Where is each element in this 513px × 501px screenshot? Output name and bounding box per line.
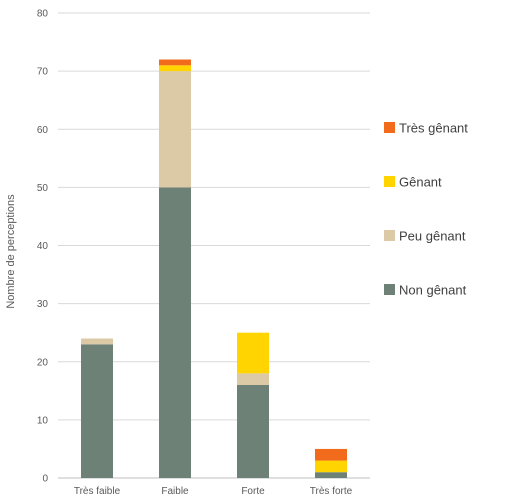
legend-swatch-tres-genant bbox=[384, 122, 395, 133]
x-tick-label: Faible bbox=[161, 486, 189, 497]
y-axis-ticks: 0 10 20 30 40 50 60 70 80 bbox=[37, 9, 49, 485]
y-tick-label: 40 bbox=[37, 241, 49, 252]
x-tick-label: Très forte bbox=[310, 486, 353, 497]
bar-faible-tres-genant bbox=[159, 59, 191, 66]
legend-label-tres-genant: Très gênant bbox=[399, 121, 468, 136]
bar-tres-forte-genant bbox=[315, 460, 347, 473]
bar-tres-forte-tres-genant bbox=[315, 448, 347, 461]
bars bbox=[81, 59, 347, 478]
y-tick-label: 10 bbox=[37, 415, 49, 426]
y-tick-label: 70 bbox=[37, 67, 49, 78]
y-tick-label: 20 bbox=[37, 357, 49, 368]
bar-tres-forte-non-genant bbox=[315, 472, 347, 478]
legend-label-peu-genant: Peu gênant bbox=[399, 229, 466, 244]
legend-swatch-genant bbox=[384, 176, 395, 187]
y-tick-label: 30 bbox=[37, 299, 49, 310]
x-tick-label: Forte bbox=[241, 486, 265, 497]
bar-faible-non-genant bbox=[159, 187, 191, 478]
legend: Très gênant Gênant Peu gênant Non gênant bbox=[384, 121, 468, 298]
bar-forte-peu-genant bbox=[237, 373, 269, 385]
y-axis-title: Nombre de perceptions bbox=[5, 194, 17, 309]
legend-swatch-non-genant bbox=[384, 284, 395, 295]
y-tick-label: 80 bbox=[37, 9, 49, 20]
x-axis-ticks: Très faible Faible Forte Très forte bbox=[74, 486, 353, 497]
y-tick-label: 50 bbox=[37, 183, 49, 194]
y-tick-label: 0 bbox=[42, 474, 48, 485]
bar-faible-peu-genant bbox=[159, 71, 191, 188]
legend-label-genant: Gênant bbox=[399, 175, 442, 190]
bar-forte-genant bbox=[237, 332, 269, 374]
bar-tres-faible-peu-genant bbox=[81, 338, 113, 345]
legend-label-non-genant: Non gênant bbox=[399, 283, 467, 298]
y-tick-label: 60 bbox=[37, 125, 49, 136]
bar-tres-faible-non-genant bbox=[81, 344, 113, 478]
bar-faible-genant bbox=[159, 65, 191, 72]
bar-forte-non-genant bbox=[237, 385, 269, 478]
x-tick-label: Très faible bbox=[74, 486, 121, 497]
legend-swatch-peu-genant bbox=[384, 230, 395, 241]
